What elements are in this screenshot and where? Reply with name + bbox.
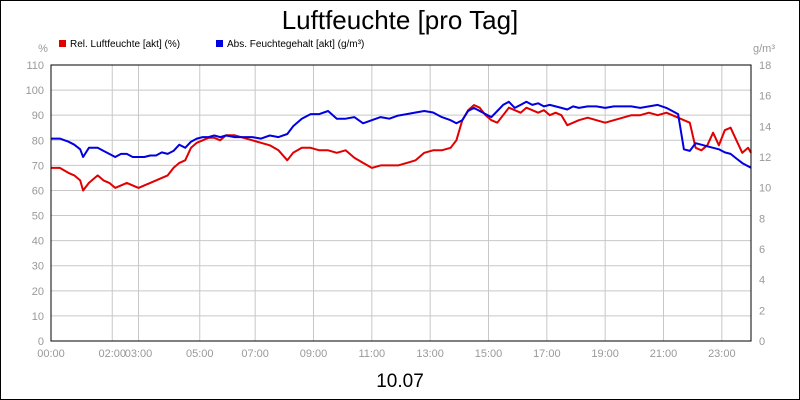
- right-tick-label: 14: [759, 121, 771, 133]
- right-tick-label: 8: [759, 213, 765, 225]
- right-tick-label: 4: [759, 275, 765, 287]
- x-tick-label: 17:00: [533, 348, 561, 360]
- right-tick-label: 16: [759, 91, 771, 103]
- legend-swatch-abs: [216, 40, 223, 47]
- left-tick-label: 70: [32, 160, 44, 172]
- x-tick-label: 15:00: [475, 348, 503, 360]
- series-line-abs-humidity: [51, 100, 752, 169]
- left-tick-label: 100: [26, 85, 44, 97]
- right-tick-label: 6: [759, 244, 765, 256]
- left-tick-label: 0: [38, 336, 44, 348]
- left-tick-label: 30: [32, 261, 44, 273]
- left-tick-label: 110: [26, 60, 44, 72]
- left-axis-ticks: 0 10 20 30 40 50 60 70 80 90 100 110: [26, 60, 44, 348]
- x-axis-date-label: 10.07: [376, 371, 424, 392]
- right-axis-unit: g/m³: [753, 43, 775, 55]
- right-tick-label: 0: [759, 336, 765, 348]
- left-axis-unit: %: [38, 43, 48, 55]
- x-tick-label: 09:00: [300, 348, 328, 360]
- left-tick-label: 60: [32, 185, 44, 197]
- x-tick-label: 19:00: [591, 348, 619, 360]
- left-tick-label: 50: [32, 211, 44, 223]
- x-tick-label: 07:00: [241, 348, 269, 360]
- legend: Rel. Luftfeuchte [akt] (%) Abs. Feuchteg…: [59, 39, 364, 50]
- legend-label-rel: Rel. Luftfeuchte [akt] (%): [70, 39, 180, 50]
- x-tick-label: 13:00: [416, 348, 444, 360]
- left-tick-label: 80: [32, 135, 44, 147]
- x-tick-label: 05:00: [186, 348, 214, 360]
- left-tick-label: 20: [32, 286, 44, 298]
- right-tick-label: 10: [759, 183, 771, 195]
- series-line-rel-humidity: [51, 104, 752, 192]
- x-tick-label: 03:00: [125, 348, 153, 360]
- right-tick-label: 18: [759, 60, 771, 72]
- left-tick-label: 40: [32, 236, 44, 248]
- legend-swatch-rel: [59, 40, 66, 47]
- legend-label-abs: Abs. Feuchtegehalt [akt] (g/m³): [227, 39, 364, 50]
- right-axis-ticks: 0 2 4 6 8 10 12 14 16 18: [759, 60, 771, 348]
- right-tick-label: 12: [759, 152, 771, 164]
- chart-title: Luftfeuchte [pro Tag]: [282, 5, 519, 35]
- x-tick-label: 23:00: [708, 348, 736, 360]
- series-layer: [51, 100, 752, 192]
- plot-area: [50, 64, 752, 342]
- x-tick-label: 11:00: [358, 348, 385, 360]
- x-tick-label: 21:00: [650, 348, 678, 360]
- x-tick-label: 00:00: [37, 348, 65, 360]
- x-tick-label: 02:00: [98, 348, 126, 360]
- right-tick-label: 2: [759, 305, 765, 317]
- left-tick-label: 90: [32, 110, 44, 122]
- left-tick-label: 10: [32, 311, 44, 323]
